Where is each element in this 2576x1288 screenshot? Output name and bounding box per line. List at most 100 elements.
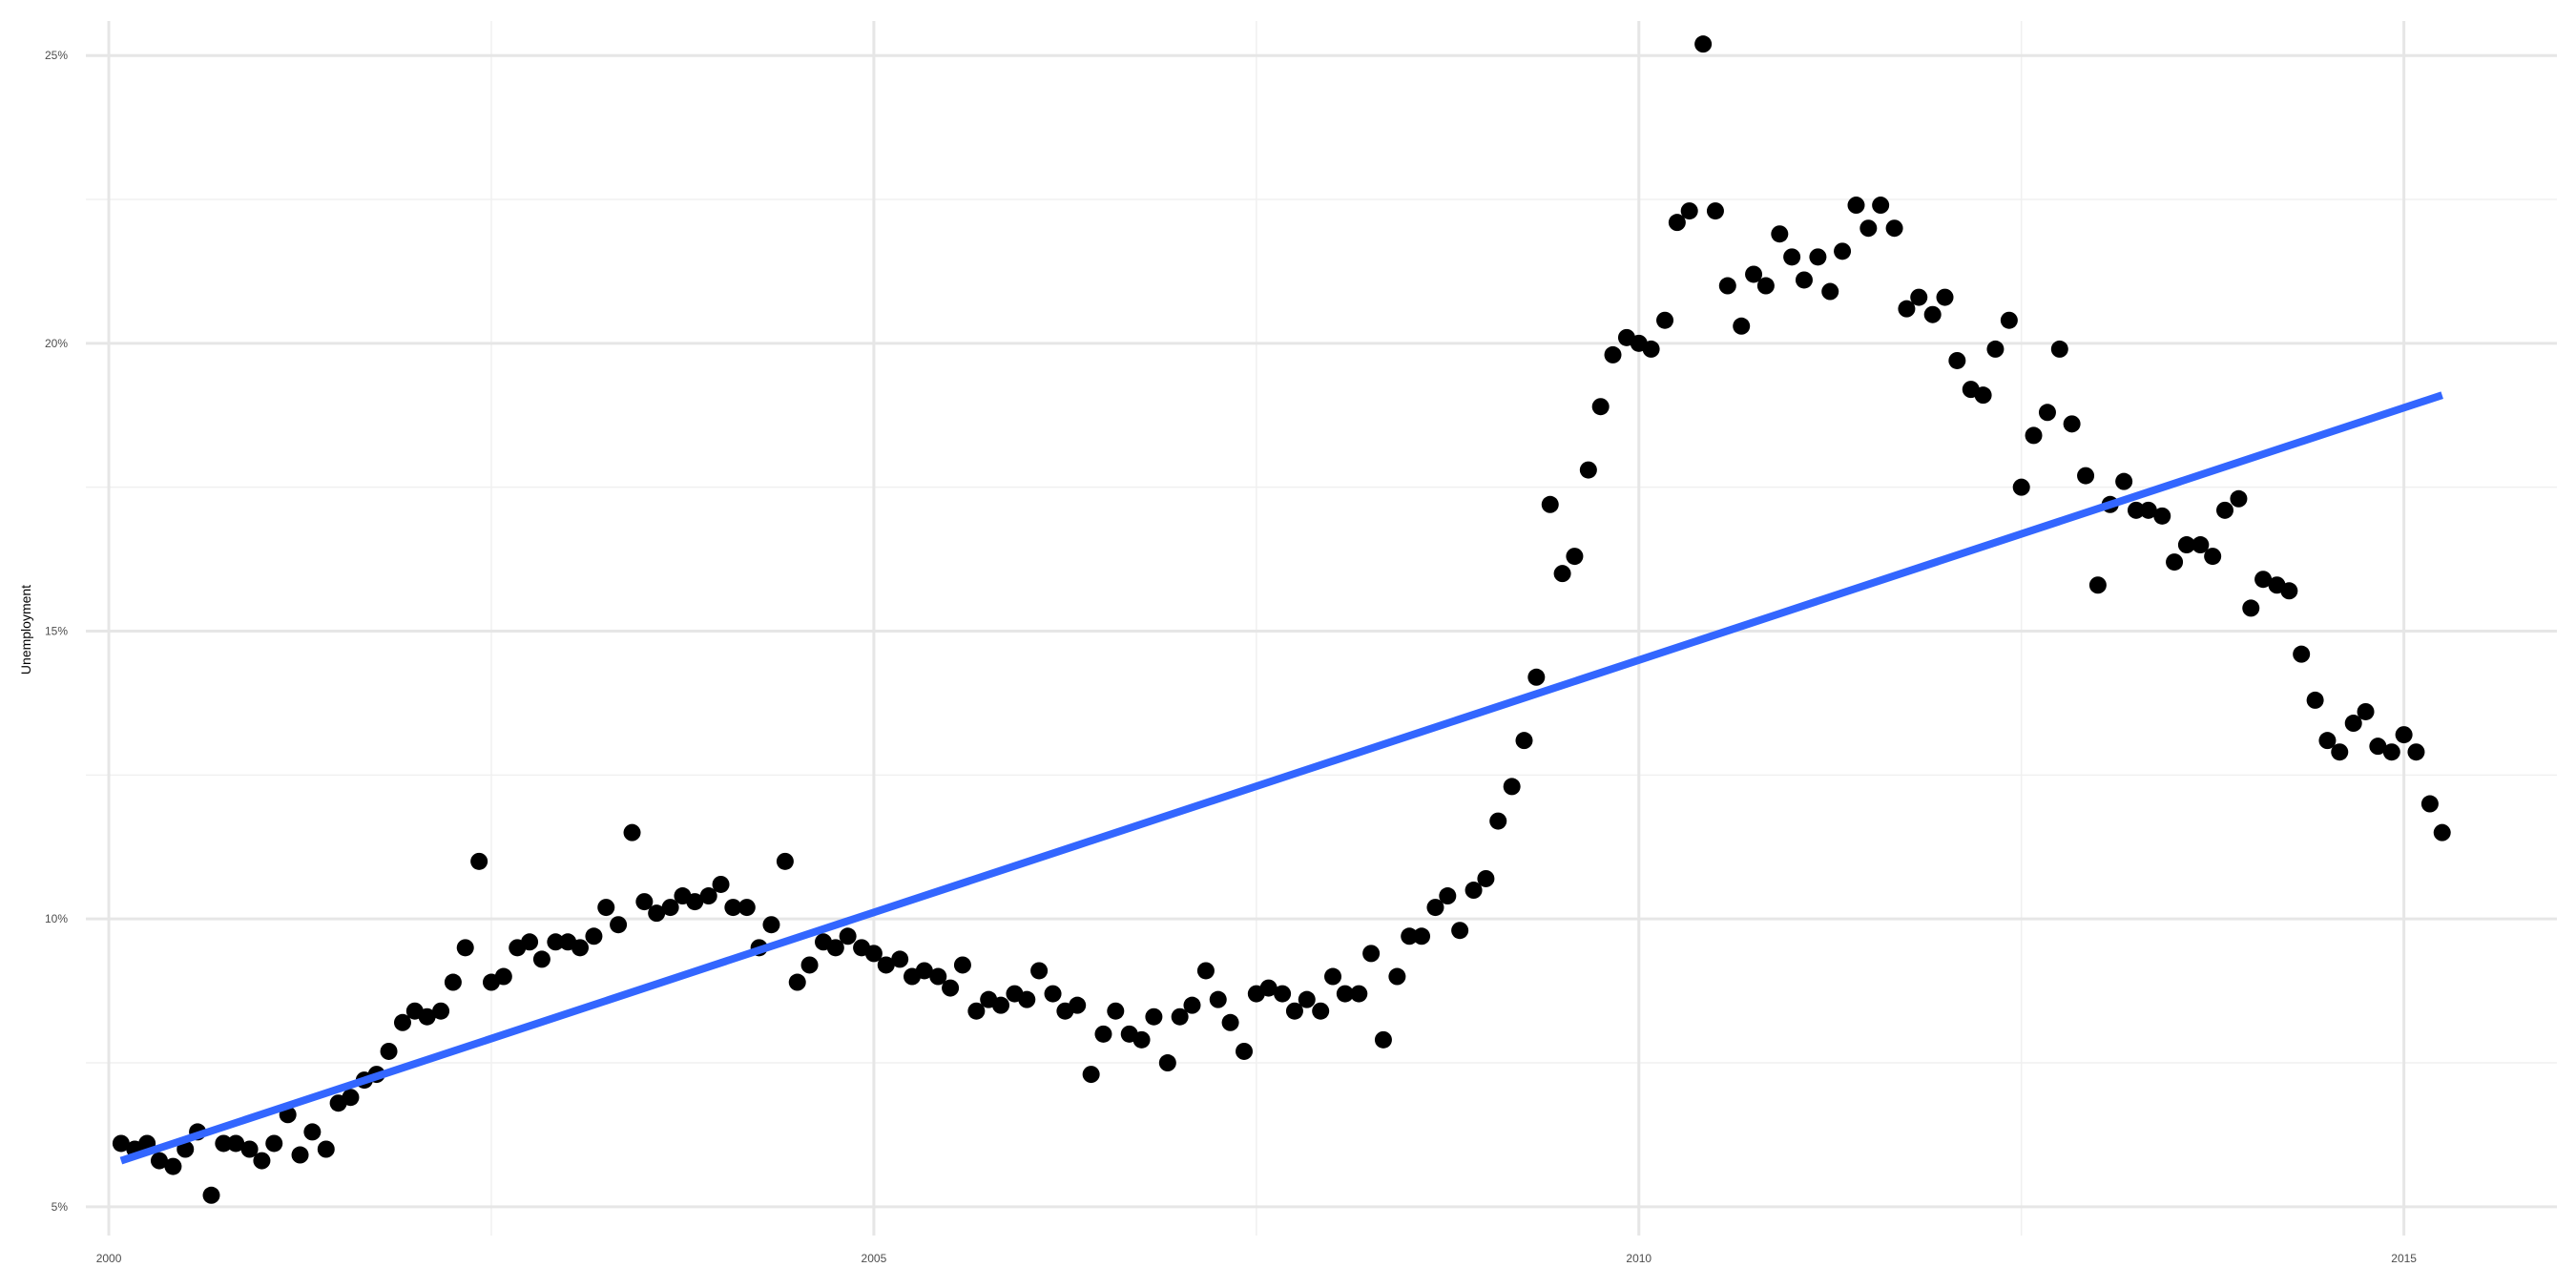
data-point	[1733, 317, 1751, 335]
data-point	[2407, 743, 2425, 761]
data-point	[1923, 305, 1942, 323]
data-point	[1706, 202, 1724, 220]
data-point	[712, 875, 730, 893]
minor-gridlines	[86, 21, 2557, 1236]
data-point	[1553, 565, 1571, 583]
y-tick-label: 20%	[45, 337, 68, 350]
data-point	[1451, 922, 1469, 940]
data-point	[1221, 1013, 1239, 1031]
data-point	[2369, 737, 2387, 756]
data-point	[1350, 985, 1368, 1003]
data-point	[1298, 990, 1316, 1008]
data-point	[2192, 536, 2210, 554]
data-point	[164, 1157, 182, 1175]
data-point	[724, 899, 742, 917]
data-point	[432, 1002, 450, 1020]
data-point	[2000, 311, 2018, 329]
data-point	[2012, 478, 2030, 496]
data-point	[342, 1089, 360, 1107]
data-point	[1847, 197, 1865, 215]
x-tick-label: 2015	[2391, 1252, 2417, 1265]
data-point	[1145, 1008, 1163, 1026]
data-point	[1324, 967, 1342, 986]
data-point	[1834, 242, 1852, 260]
data-point	[2077, 467, 2095, 485]
trend-line	[119, 391, 2443, 1165]
data-point	[762, 916, 780, 934]
data-point	[1809, 248, 1827, 266]
data-point	[1082, 1066, 1100, 1084]
data-point	[470, 852, 488, 870]
data-point	[1388, 967, 1406, 986]
data-point	[317, 1140, 335, 1158]
data-point	[1541, 495, 1559, 513]
data-point	[776, 852, 794, 870]
data-point	[291, 1146, 309, 1164]
data-point	[2318, 732, 2337, 750]
data-point	[1745, 265, 1763, 283]
data-point	[839, 927, 857, 945]
y-axis-title: Unemployment	[18, 585, 33, 675]
data-point	[1044, 985, 1062, 1003]
data-point	[1336, 985, 1354, 1003]
data-point	[1948, 351, 1966, 369]
data-point	[418, 1008, 436, 1026]
data-point	[788, 973, 806, 991]
data-point	[953, 956, 971, 974]
data-point	[2331, 743, 2349, 761]
data-point	[1426, 899, 1444, 917]
data-point	[150, 1152, 168, 1170]
data-point	[253, 1152, 271, 1170]
data-point	[1285, 1002, 1303, 1020]
data-point	[1986, 340, 2005, 358]
data-point	[1312, 1002, 1330, 1020]
data-point	[380, 1042, 398, 1060]
data-point	[2115, 472, 2133, 490]
data-point	[967, 1002, 986, 1020]
data-point	[2153, 507, 2171, 525]
data-point	[393, 1013, 411, 1031]
data-point	[1910, 288, 1928, 306]
data-point	[864, 945, 883, 963]
data-point	[1030, 962, 1049, 980]
data-point	[2166, 553, 2184, 571]
data-point	[1236, 1042, 1254, 1060]
data-point	[1158, 1054, 1176, 1072]
data-point	[1656, 311, 1674, 329]
data-point	[2063, 415, 2081, 433]
data-point	[1795, 271, 1813, 289]
data-point	[1642, 340, 1660, 358]
data-point	[635, 893, 654, 911]
data-point	[1503, 778, 1521, 796]
data-point	[737, 899, 756, 917]
data-point	[1477, 869, 1495, 887]
y-tick-label: 5%	[52, 1200, 69, 1214]
data-point	[1171, 1008, 1189, 1026]
data-point	[1527, 668, 1546, 686]
data-point	[1094, 1025, 1112, 1043]
data-point	[2395, 726, 2413, 744]
data-point	[1413, 927, 1431, 945]
data-point	[2139, 501, 2157, 519]
data-point	[1069, 996, 1087, 1014]
data-point	[585, 927, 603, 945]
data-point	[571, 939, 589, 957]
data-point	[891, 950, 909, 968]
data-point	[597, 899, 615, 917]
data-point	[215, 1134, 233, 1153]
data-point	[929, 967, 947, 986]
data-point	[1771, 225, 1789, 243]
data-point	[826, 939, 844, 957]
data-point	[1107, 1002, 1125, 1020]
major-gridlines	[86, 21, 2557, 1236]
data-point	[942, 979, 960, 997]
x-axis-tick-labels: 2000 2005 2010 2015	[96, 1252, 2418, 1265]
data-point	[2420, 795, 2439, 813]
data-point	[1209, 990, 1227, 1008]
data-point	[661, 899, 679, 917]
data-point	[1936, 288, 1954, 306]
data-point	[444, 973, 462, 991]
data-point	[1274, 985, 1292, 1003]
data-point	[1259, 979, 1278, 997]
